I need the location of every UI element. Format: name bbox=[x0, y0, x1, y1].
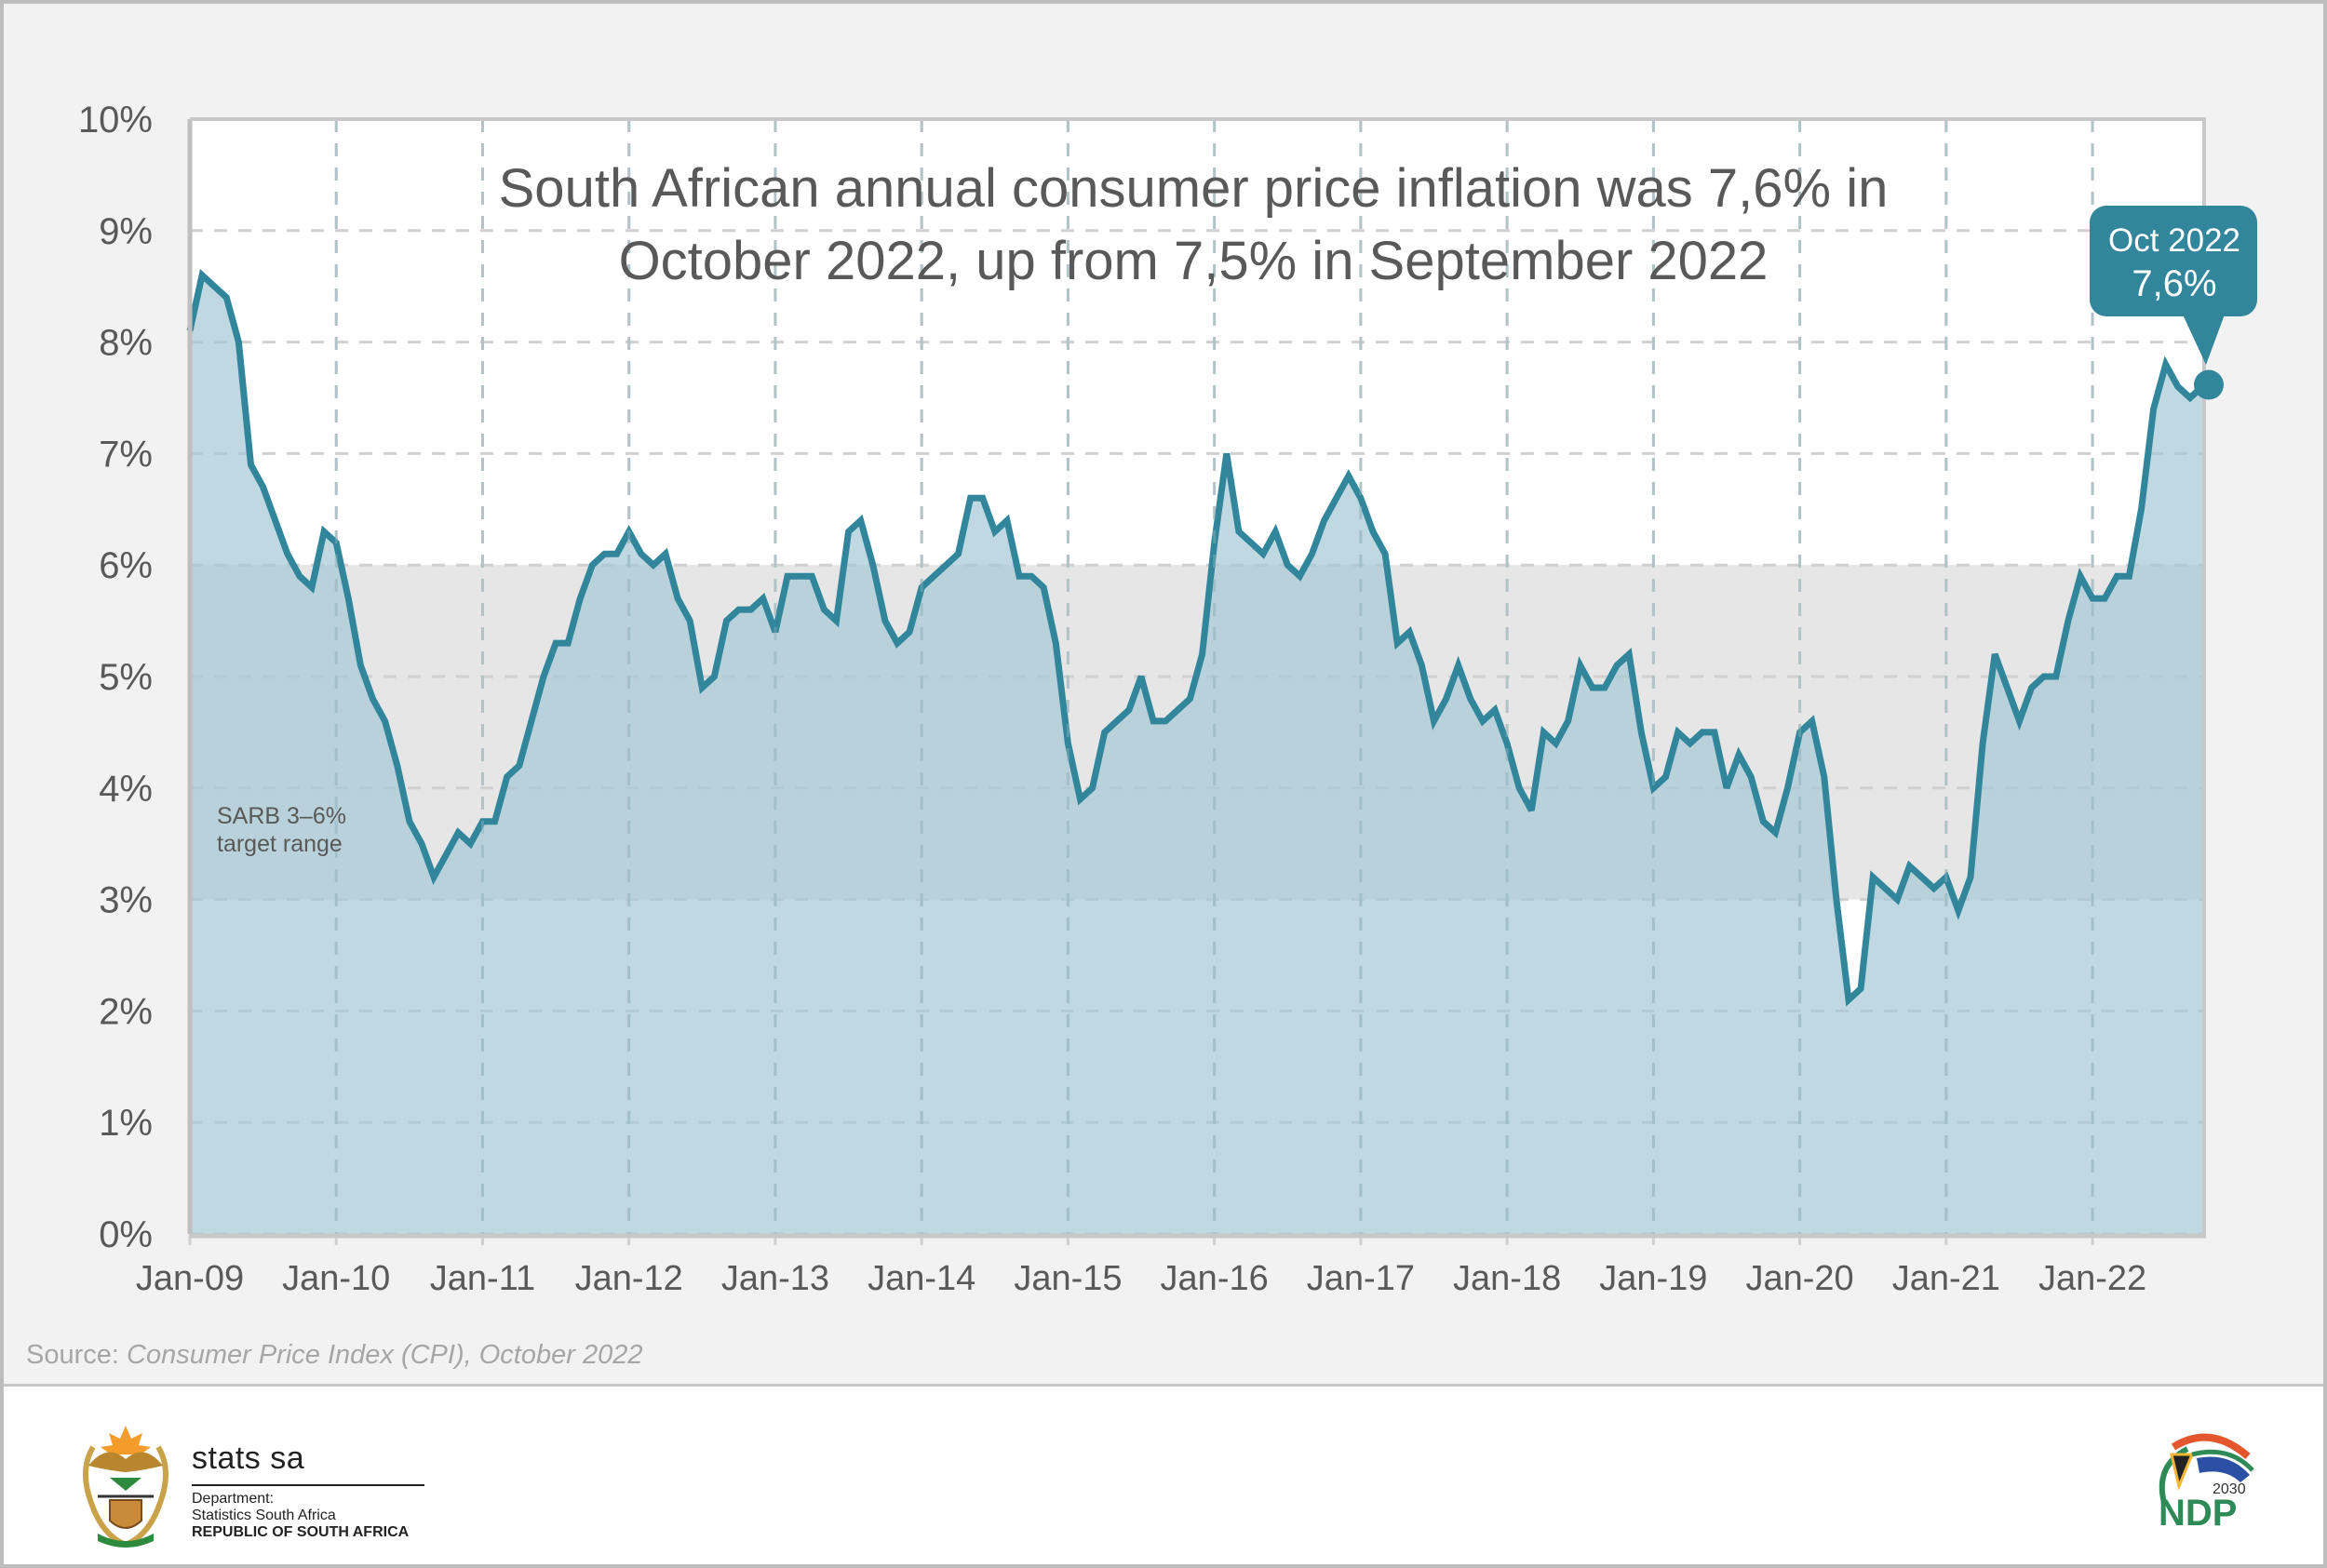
stats-sa-line-1: Department: bbox=[192, 1491, 275, 1507]
chart-title-line-1: South African annual consumer price infl… bbox=[499, 158, 1889, 219]
x-tick-label: Jan-17 bbox=[1307, 1259, 1415, 1298]
series-area bbox=[190, 275, 2202, 1235]
y-tick-label: 8% bbox=[99, 323, 153, 364]
target-band-label-line-2: target range bbox=[217, 831, 343, 857]
callout-value: 7,6% bbox=[2132, 263, 2216, 304]
coat-of-arms-icon bbox=[82, 1426, 169, 1548]
ndp-flag-icon: 2030 NDP bbox=[2159, 1433, 2254, 1534]
x-tick-label: Jan-11 bbox=[430, 1259, 535, 1298]
x-tick-label: Jan-13 bbox=[721, 1259, 829, 1298]
x-tick-label: Jan-10 bbox=[282, 1259, 390, 1298]
source-text: Consumer Price Index (CPI), October 2022 bbox=[127, 1340, 643, 1370]
target-band-label: SARB 3–6% target range bbox=[217, 803, 346, 857]
chart-title: South African annual consumer price infl… bbox=[499, 158, 1889, 291]
x-tick-label: Jan-16 bbox=[1161, 1259, 1269, 1298]
x-tick-label: Jan-09 bbox=[136, 1259, 244, 1298]
callout-box bbox=[2090, 206, 2257, 316]
ndp-wordmark: NDP bbox=[2159, 1493, 2237, 1531]
callout-pointer bbox=[2183, 315, 2225, 365]
y-tick-label: 9% bbox=[99, 211, 153, 252]
cpi-chart: 0%1%2%3%4%5%6%7%8%9%10% Jan-09 Jan-10 Jan-… bbox=[78, 100, 2257, 1298]
stats-sa-logo: stats sa Department: Statistics South Af… bbox=[74, 1414, 447, 1554]
x-tick-label: Jan-21 bbox=[1892, 1259, 2000, 1298]
y-tick-label: 7% bbox=[99, 434, 153, 475]
y-axis-ticks: 0% 1% 2% 3% 4% 5% 6% 7% 8% 9% 10% bbox=[78, 100, 153, 1255]
stats-sa-department: Department: Statistics South Africa REPU… bbox=[192, 1491, 409, 1541]
latest-value-marker bbox=[2194, 369, 2224, 400]
y-tick-label: 3% bbox=[99, 880, 153, 921]
x-tick-label: Jan-20 bbox=[1745, 1259, 1853, 1298]
series-line bbox=[186, 269, 2205, 1007]
stats-sa-wordmark: stats sa bbox=[192, 1441, 305, 1476]
callout-period: Oct 2022 bbox=[2108, 222, 2240, 259]
source-note: Source: Consumer Price Index (CPI), Octo… bbox=[26, 1340, 642, 1371]
footer bbox=[4, 1387, 2323, 1564]
y-tick-label: 4% bbox=[99, 769, 153, 810]
y-tick-label: 0% bbox=[99, 1214, 153, 1255]
x-tick-label: Jan-15 bbox=[1014, 1259, 1122, 1298]
stats-sa-line-2: Statistics South Africa bbox=[192, 1508, 336, 1523]
latest-value-callout: Oct 2022 7,6% bbox=[2090, 206, 2257, 365]
stats-sa-line-3: REPUBLIC OF SOUTH AFRICA bbox=[192, 1524, 410, 1540]
y-tick-label: 10% bbox=[78, 100, 153, 141]
stats-sa-rule bbox=[192, 1484, 424, 1486]
target-band-label-line-1: SARB 3–6% bbox=[217, 803, 346, 829]
y-tick-label: 1% bbox=[99, 1103, 153, 1144]
y-tick-label: 5% bbox=[99, 657, 153, 698]
source-prefix: Source: bbox=[26, 1340, 127, 1370]
y-tick-label: 2% bbox=[99, 991, 153, 1032]
chart-title-line-2: October 2022, up from 7,5% in September … bbox=[619, 231, 1769, 291]
y-tick-label: 6% bbox=[99, 545, 153, 586]
x-tick-label: Jan-19 bbox=[1599, 1259, 1707, 1298]
x-tick-label: Jan-12 bbox=[575, 1259, 683, 1298]
x-tick-label: Jan-18 bbox=[1453, 1259, 1561, 1298]
x-tick-label: Jan-22 bbox=[2038, 1259, 2146, 1298]
ndp-2030-logo: 2030 NDP bbox=[2145, 1428, 2262, 1534]
x-axis-ticks: Jan-09 Jan-10 Jan-11 Jan-12 Jan-13 Jan-14 Jan-… bbox=[136, 1259, 2146, 1298]
ndp-year: 2030 bbox=[2213, 1481, 2246, 1497]
x-tick-label: Jan-14 bbox=[868, 1259, 975, 1298]
